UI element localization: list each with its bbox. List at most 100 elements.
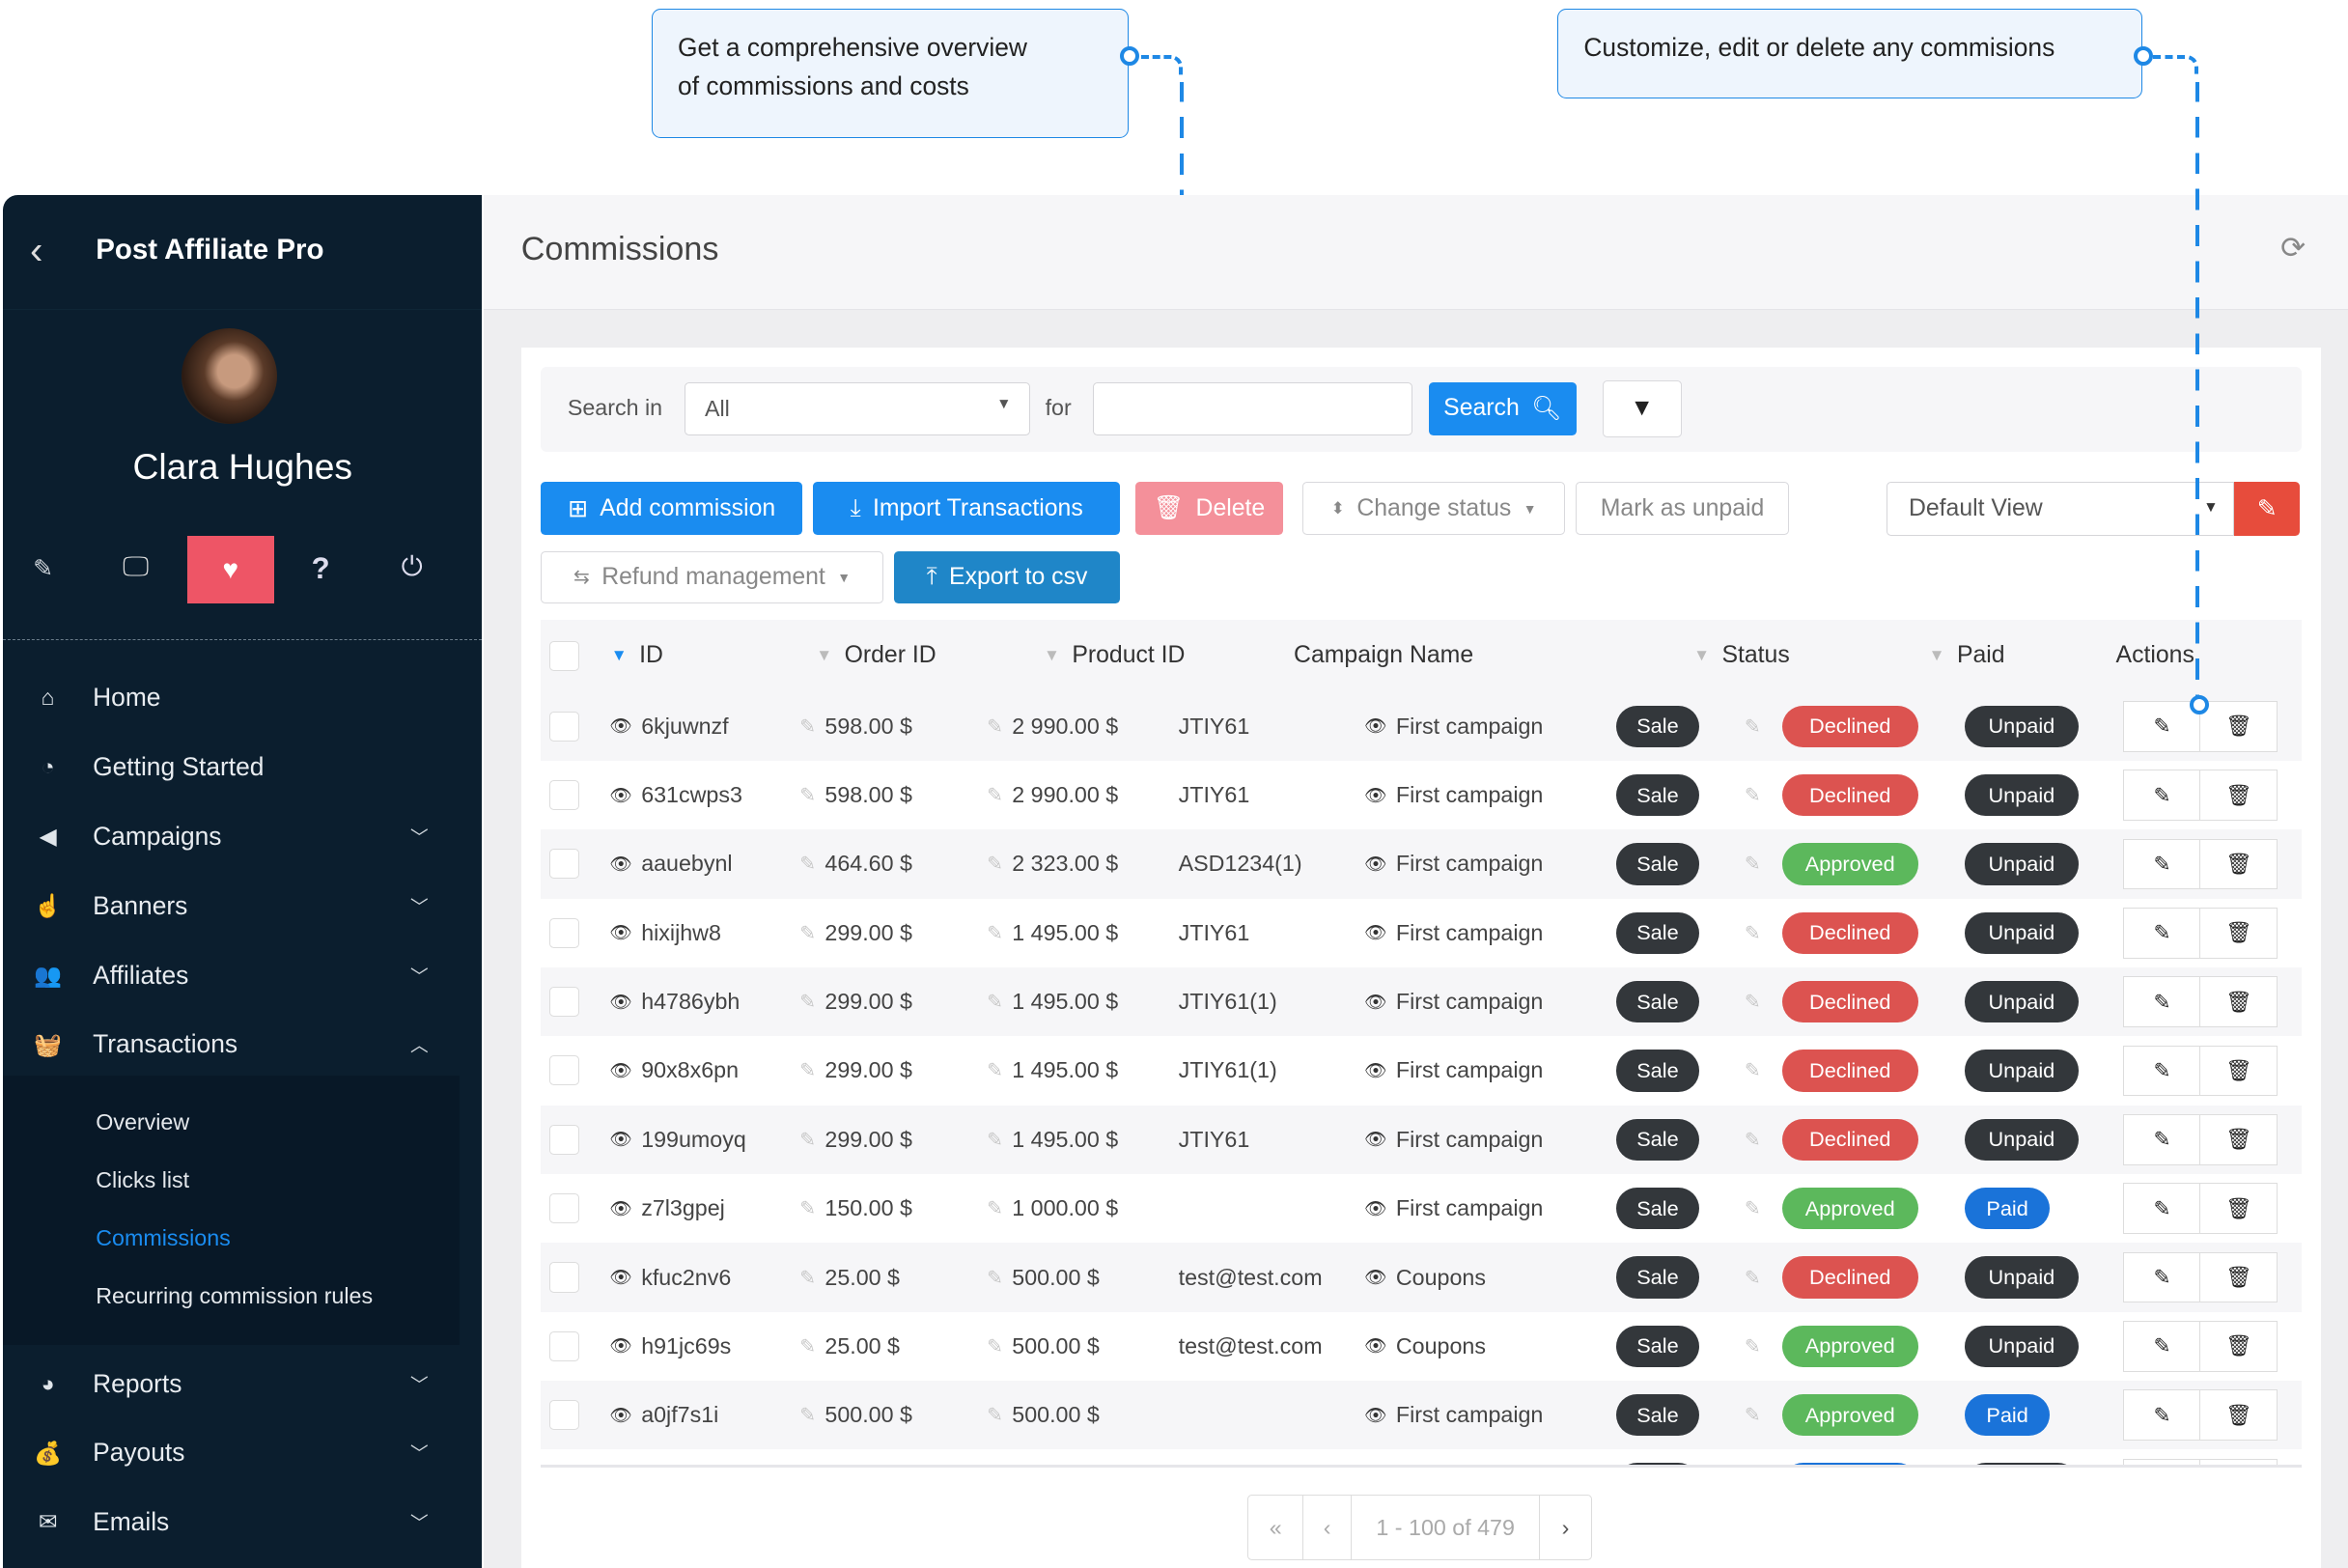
eye-icon[interactable]: 👁︎ (609, 991, 632, 1012)
help-icon[interactable]: ? (311, 550, 330, 585)
delete-row-button[interactable]: 🗑︎ (2199, 838, 2278, 890)
select-all-checkbox[interactable] (549, 640, 580, 671)
edit-button[interactable]: ✎ (2123, 907, 2201, 959)
sidebar-item-affiliates[interactable]: 👥 Affiliates ﹀ (3, 945, 482, 1005)
edit-button[interactable]: ✎ (2123, 838, 2201, 890)
row-checkbox[interactable] (549, 1330, 580, 1361)
first-page-button[interactable]: « (1248, 1495, 1304, 1560)
pencil-icon[interactable]: ✎ (799, 785, 817, 807)
prev-page-button[interactable]: ‹ (1303, 1495, 1352, 1560)
export-csv-button[interactable]: ⤒ Export to csv (893, 550, 1121, 604)
pencil-icon[interactable]: ✎ (1744, 1060, 1761, 1082)
pencil-icon[interactable]: ✎ (799, 1060, 817, 1082)
table-row[interactable]: 👁︎ z7l3gpej ✎ 150.00 $ ✎ 1 000.00 $ 👁︎ First… (541, 1174, 2302, 1243)
row-checkbox[interactable] (549, 1193, 580, 1224)
delete-row-button[interactable]: 🗑︎ (2199, 1389, 2278, 1442)
eye-icon[interactable]: 👁︎ (609, 715, 632, 737)
sidebar-item-payouts[interactable]: 💰 Payouts ﹀ (3, 1423, 482, 1483)
import-transactions-button[interactable]: ⤓ Import Transactions (813, 482, 1121, 535)
delete-row-button[interactable] (2199, 1458, 2278, 1465)
pencil-icon[interactable]: ✎ (1744, 1129, 1761, 1151)
edit-button[interactable]: ✎ (2123, 976, 2201, 1027)
eye-icon[interactable]: 👁︎ (609, 853, 632, 874)
row-checkbox[interactable] (549, 917, 580, 948)
pencil-icon[interactable]: ✎ (1744, 1267, 1761, 1289)
view-select[interactable]: Default View ▼ (1887, 482, 2235, 537)
column-paid[interactable]: ▼ Paid (1929, 620, 2005, 691)
pencil-icon[interactable]: ✎ (1744, 854, 1761, 876)
pencil-icon[interactable]: ✎ (987, 922, 1003, 944)
eye-icon[interactable]: 👁︎ (609, 1404, 632, 1425)
submenu-item-overview[interactable]: Overview (96, 1109, 190, 1135)
eye-icon[interactable]: 👁︎ (1363, 1197, 1387, 1218)
edit-button[interactable]: ✎ (2123, 770, 2201, 821)
table-row[interactable]: 👁︎ 90x8x6pn ✎ 299.00 $ ✎ 1 495.00 $ JTIY61(… (541, 1036, 2302, 1105)
pencil-icon[interactable]: ✎ (799, 715, 817, 738)
eye-icon[interactable]: 👁︎ (609, 1129, 632, 1150)
pencil-icon[interactable]: ✎ (799, 922, 817, 944)
row-checkbox[interactable] (549, 1400, 580, 1431)
column-id[interactable]: ▼ ID (611, 620, 663, 691)
delete-row-button[interactable]: 🗑︎ (2199, 770, 2278, 821)
refund-management-button[interactable]: ⇆ Refund management ▼ (540, 550, 884, 604)
delete-row-button[interactable]: 🗑︎ (2199, 976, 2278, 1027)
row-checkbox[interactable] (549, 987, 580, 1018)
table-row[interactable]: 👁︎ 631cwps3 ✎ 598.00 $ ✎ 2 990.00 $ JTIY61 … (541, 761, 2302, 829)
change-status-button[interactable]: ⬍ Change status ▼ (1302, 482, 1565, 535)
pencil-icon[interactable]: ✎ (987, 715, 1003, 738)
pencil-icon[interactable]: ✎ (1744, 1335, 1761, 1358)
sidebar-item-banners[interactable]: ☝ Banners ﹀ (3, 876, 482, 936)
column-campaign-name[interactable]: Campaign Name (1294, 620, 1473, 691)
pencil-icon[interactable]: ✎ (1744, 785, 1761, 807)
back-chevron-icon[interactable]: ‹ (30, 227, 43, 272)
edit-button[interactable]: ✎ (2123, 1389, 2201, 1442)
eye-icon[interactable]: 👁︎ (1363, 1129, 1387, 1150)
filter-button[interactable]: ▼ (1602, 379, 1682, 437)
eye-icon[interactable]: 👁︎ (609, 1335, 632, 1357)
delete-row-button[interactable]: 🗑︎ (2199, 1251, 2278, 1303)
eye-icon[interactable]: 👁︎ (1363, 1059, 1387, 1080)
sidebar-item-getting-started[interactable]: ◔ Getting Started (3, 738, 482, 798)
search-button[interactable]: Search 🔍︎ (1428, 381, 1578, 436)
delete-row-button[interactable]: 🗑︎ (2199, 1113, 2278, 1165)
pencil-icon[interactable]: ✎ (1744, 992, 1761, 1014)
pencil-icon[interactable]: ✎ (987, 1267, 1003, 1289)
eye-icon[interactable]: 👁︎ (1363, 715, 1387, 737)
power-icon[interactable]: ⏻ (401, 550, 423, 581)
eye-icon[interactable]: 👁︎ (1363, 1267, 1387, 1287)
row-checkbox[interactable] (549, 849, 580, 880)
search-input[interactable] (1093, 381, 1412, 436)
pencil-icon[interactable]: ✎ (1744, 715, 1761, 738)
submenu-item-commissions[interactable]: Commissions (96, 1225, 231, 1251)
pencil-icon[interactable]: ✎ (799, 1267, 817, 1289)
pencil-icon[interactable]: ✎ (799, 854, 817, 876)
sidebar-item-home[interactable]: ⌂ Home (3, 668, 482, 728)
search-in-select[interactable]: All ▼ (684, 381, 1031, 436)
pencil-icon[interactable]: ✎ (1744, 1405, 1761, 1427)
edit-button[interactable]: ✎ (2123, 700, 2201, 752)
column-order-id[interactable]: ▼ Order ID (816, 620, 936, 691)
eye-icon[interactable]: 👁︎ (609, 1197, 632, 1218)
table-row[interactable]: 👁︎ 6kjuwnzf ✎ 598.00 $ ✎ 2 990.00 $ JTIY61 … (540, 691, 2302, 761)
table-row[interactable]: 👁︎ kfuc2nv6 ✎ 25.00 $ ✎ 500.00 $ test@test.… (540, 1243, 2302, 1312)
mark-unpaid-button[interactable]: Mark as unpaid (1575, 482, 1790, 535)
row-checkbox[interactable] (549, 780, 580, 811)
heartbeat-icon[interactable]: ♥ (186, 536, 274, 604)
pencil-icon[interactable]: ✎ (799, 1335, 817, 1358)
pencil-icon[interactable]: ✎ (799, 1198, 817, 1220)
eye-icon[interactable]: 👁︎ (1363, 991, 1387, 1012)
avatar[interactable] (181, 327, 277, 424)
refresh-icon[interactable]: ⟳ (2280, 230, 2306, 265)
eye-icon[interactable]: 👁︎ (1363, 784, 1387, 805)
submenu-item-clicks-list[interactable]: Clicks list (96, 1167, 190, 1193)
eye-icon[interactable]: 👁︎ (1363, 922, 1387, 943)
eye-icon[interactable]: 👁︎ (1363, 1335, 1387, 1357)
delete-row-button[interactable]: 🗑︎ (2199, 1183, 2278, 1234)
sidebar-item-campaigns[interactable]: ◀ Campaigns ﹀ (3, 806, 482, 866)
next-page-button[interactable]: › (1561, 1514, 1570, 1540)
pencil-icon[interactable]: ✎ (987, 1129, 1003, 1151)
row-checkbox[interactable] (549, 711, 580, 742)
pencil-icon[interactable]: ✎ (987, 854, 1003, 876)
edit-view-button[interactable]: ✎ (2234, 482, 2301, 537)
table-row[interactable]: 👁︎ h4786ybh ✎ 299.00 $ ✎ 1 495.00 $ JTIY61(… (540, 966, 2302, 1037)
